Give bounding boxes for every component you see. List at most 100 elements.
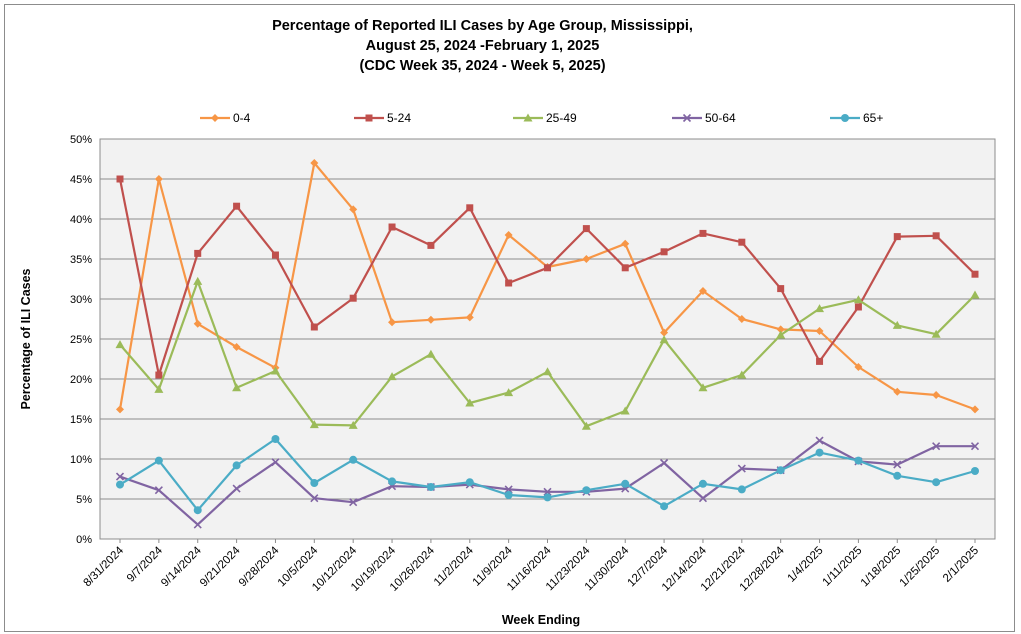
data-point: [737, 485, 746, 494]
data-point: [193, 319, 202, 328]
data-point: [970, 442, 980, 451]
data-point: [776, 325, 785, 334]
data-point: [853, 295, 863, 304]
data-point: [270, 366, 280, 375]
data-point: [621, 264, 629, 272]
data-point: [970, 290, 980, 299]
data-point: [932, 391, 941, 399]
data-point: [388, 223, 396, 231]
x-tick-label: 9/14/2024: [159, 544, 204, 589]
data-point: [504, 388, 514, 397]
data-point: [738, 238, 746, 246]
data-point: [310, 494, 319, 503]
legend-marker: [365, 114, 373, 122]
data-point: [427, 241, 435, 249]
data-point: [776, 466, 785, 475]
y-tick-label: 5%: [76, 494, 92, 506]
series-65+: [116, 435, 979, 515]
data-point: [660, 328, 669, 337]
data-point: [543, 367, 552, 376]
data-point: [816, 357, 824, 365]
data-point: [116, 405, 124, 414]
y-tick-label: 20%: [70, 374, 92, 386]
data-point: [426, 483, 435, 491]
chart-title-line-2: August 25, 2024 -February 1, 2025: [365, 38, 600, 54]
data-point: [504, 485, 513, 494]
y-tick-label: 50%: [70, 134, 92, 146]
x-tick-label: 2/1/2025: [941, 545, 981, 585]
data-point: [466, 204, 474, 212]
data-point: [621, 239, 630, 248]
data-point: [232, 383, 242, 392]
data-point: [115, 472, 125, 481]
data-point: [232, 484, 241, 493]
data-point: [310, 159, 319, 167]
data-point: [698, 287, 707, 295]
data-point: [193, 520, 202, 529]
y-tick-label: 30%: [70, 294, 92, 306]
data-point: [271, 435, 280, 443]
data-point: [854, 303, 862, 311]
data-point: [426, 315, 435, 324]
data-point: [582, 255, 591, 263]
data-point: [582, 225, 590, 233]
series-25-49: [115, 276, 980, 430]
data-point: [154, 175, 163, 183]
x-axis-label: Week Ending: [502, 613, 580, 627]
data-point: [777, 285, 785, 293]
data-point: [504, 231, 513, 239]
data-point: [116, 175, 124, 183]
data-point: [660, 458, 669, 468]
data-point: [893, 471, 902, 480]
legend-label: 5-24: [387, 111, 411, 125]
x-axis-ticks: 8/31/20249/7/20249/14/20249/21/20249/28/…: [81, 539, 981, 594]
data-point: [815, 436, 824, 445]
series-5-24: [116, 175, 979, 379]
y-axis-ticks: 0% 5% 10% 15% 20% 25% 30% 35% 40% 45% 50%: [70, 134, 92, 546]
data-point: [971, 467, 979, 475]
data-point: [582, 486, 591, 495]
data-point: [892, 320, 902, 329]
data-point: [932, 478, 941, 487]
data-point: [893, 233, 901, 241]
legend-item-25-49: 25-49: [513, 111, 577, 125]
series-layer: [115, 159, 980, 529]
data-point: [349, 294, 357, 302]
data-point: [309, 420, 319, 429]
data-point: [349, 205, 358, 214]
data-point: [465, 398, 475, 407]
data-point: [699, 229, 707, 237]
data-point: [660, 502, 669, 511]
data-point: [388, 318, 397, 327]
data-point: [349, 455, 358, 464]
legend-marker: [211, 114, 219, 122]
legend-item-5-24: 5-24: [354, 111, 411, 125]
data-point: [581, 421, 591, 430]
data-point: [154, 384, 164, 393]
data-point: [854, 363, 863, 371]
data-point: [698, 383, 708, 392]
data-point: [155, 371, 163, 379]
legend-item-50-64: 50-64: [672, 111, 736, 125]
data-point: [388, 477, 397, 486]
chart-title-line-1: Percentage of Reported ILI Cases by Age …: [272, 18, 693, 34]
data-point: [737, 464, 746, 473]
data-point: [815, 304, 825, 313]
data-point: [271, 251, 279, 259]
data-point: [348, 420, 358, 429]
data-point: [426, 349, 436, 358]
y-tick-label: 10%: [70, 454, 92, 466]
data-point: [232, 461, 241, 470]
legend-marker: [682, 113, 692, 123]
data-point: [815, 448, 824, 457]
data-point: [193, 506, 202, 515]
x-tick-label: 9/28/2024: [237, 544, 282, 589]
legend-marker: [523, 113, 533, 122]
data-point: [932, 232, 940, 240]
data-point: [971, 270, 979, 278]
data-point: [154, 486, 163, 495]
data-point: [116, 480, 124, 489]
legend: 0-4 5-24 25-49 50-64 65+: [200, 111, 883, 125]
data-point: [931, 329, 941, 338]
